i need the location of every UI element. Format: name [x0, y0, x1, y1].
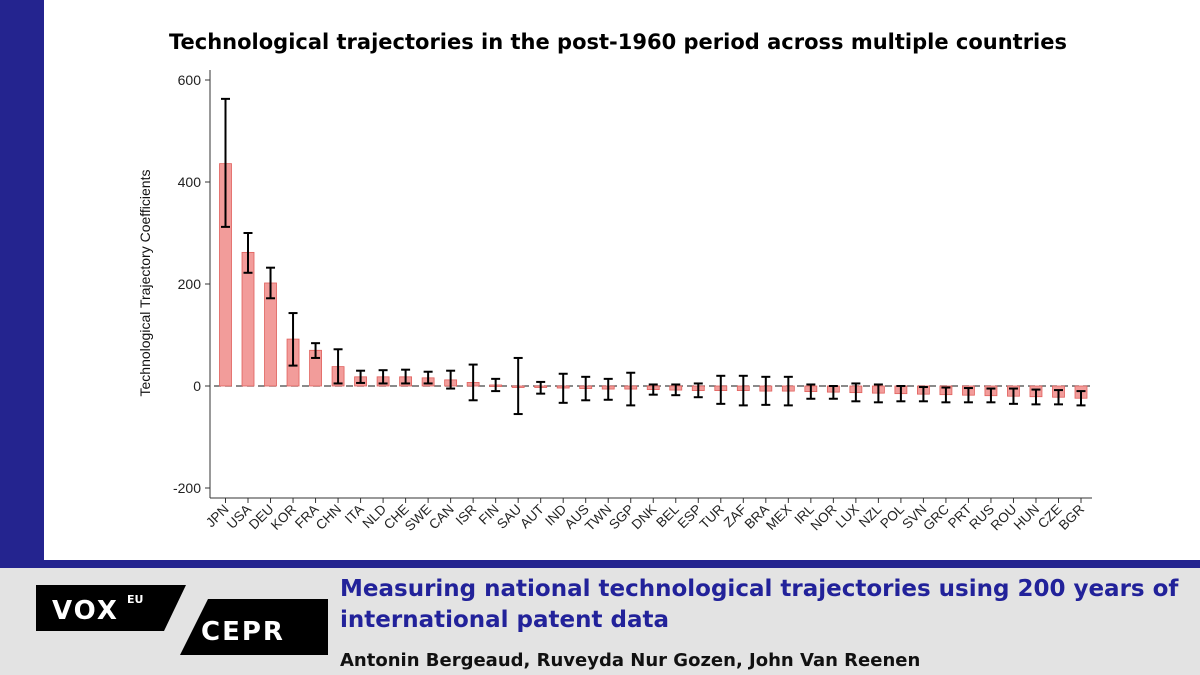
- x-tick-label-bel: BEL: [653, 501, 682, 530]
- error-bar-fin: [491, 377, 501, 393]
- error-bar-tur: [716, 374, 726, 405]
- x-tick-label-esp: ESP: [675, 502, 705, 532]
- error-bar-lux: [851, 382, 861, 403]
- error-bar-esp: [693, 382, 703, 399]
- y-tick-labels: -200 0 200 400 600: [173, 72, 210, 496]
- logo-cepr-text: CEPR: [201, 617, 285, 647]
- error-bar-sau: [513, 356, 523, 416]
- error-bar-dnk: [648, 383, 658, 396]
- x-tick-label-isr: ISR: [453, 501, 480, 528]
- error-bar-twn: [603, 377, 613, 401]
- error-bar-nor: [828, 385, 838, 400]
- y-tick-label: 0: [193, 378, 201, 394]
- y-tick-label: 400: [178, 174, 202, 190]
- error-bar-sgp: [626, 371, 636, 407]
- x-tick-label-chn: CHN: [313, 502, 344, 533]
- y-axis-label-group: Technological Trajectory Coefficients: [137, 170, 153, 397]
- error-bar-deu: [266, 266, 276, 300]
- chart-panel: [44, 0, 1200, 560]
- error-bar-irl: [806, 383, 816, 400]
- error-bar-bgr: [1076, 390, 1086, 407]
- y-axis-label: Technological Trajectory Coefficients: [137, 170, 153, 397]
- article-headline: Measuring national technological traject…: [340, 576, 1179, 633]
- error-bar-isr: [468, 363, 478, 402]
- error-bar-mex: [783, 375, 793, 407]
- error-bar-rou: [1008, 387, 1018, 405]
- error-bar-bra: [761, 375, 771, 406]
- error-bar-aus: [581, 375, 591, 402]
- y-tick-label: -200: [173, 480, 201, 496]
- axes: [209, 70, 1092, 499]
- error-bar-ind: [558, 372, 568, 404]
- error-bar-ita: [356, 369, 366, 384]
- error-bar-nld: [378, 369, 388, 385]
- logo-vox-text: VOX: [52, 596, 119, 626]
- vox-logo-block: [36, 585, 186, 631]
- error-bar-nzl: [873, 383, 883, 404]
- x-tick-label-lux: LUX: [833, 502, 862, 531]
- x-tick-label-aut: AUT: [517, 502, 547, 532]
- error-bar-svn: [918, 386, 928, 403]
- error-bar-grc: [941, 386, 951, 404]
- error-bar-can: [446, 369, 456, 390]
- logo-eu-text: EU: [127, 593, 143, 606]
- error-bar-kor: [288, 312, 298, 367]
- x-tick-labels: JPNUSADEUKORFRACHNITANLDCHESWECANISRFINS…: [203, 498, 1087, 534]
- error-bar-hun: [1031, 388, 1041, 406]
- error-bar-bel: [671, 383, 681, 397]
- error-bar-zaf: [738, 374, 748, 407]
- error-bar-cze: [1053, 389, 1063, 406]
- article-authors: Antonin Bergeaud, Ruveyda Nur Gozen, Joh…: [340, 650, 921, 671]
- error-bars: [221, 97, 1086, 416]
- error-bar-swe: [423, 370, 433, 385]
- error-bar-prt: [963, 387, 973, 404]
- error-bar-chn: [333, 348, 343, 385]
- error-bar-fra: [311, 342, 321, 359]
- y-tick-label: 200: [178, 276, 202, 292]
- error-bar-usa: [243, 232, 253, 274]
- bars: [219, 163, 1088, 399]
- chart-title: Technological trajectories in the post-1…: [168, 30, 1068, 54]
- voxeu-cepr-logo: VOX EU CEPR: [36, 585, 328, 655]
- error-bar-che: [401, 368, 411, 385]
- chart-frame: [0, 0, 1200, 568]
- bar-chart: Technological Trajectory Coefficients JP…: [137, 70, 1092, 534]
- error-bar-rus: [986, 387, 996, 404]
- error-bar-pol: [896, 385, 906, 403]
- x-tick-label-bgr: BGR: [1056, 501, 1087, 532]
- error-bar-aut: [536, 380, 546, 395]
- x-tick-label-nzl: NZL: [856, 501, 885, 530]
- error-bar-jpn: [221, 97, 230, 228]
- x-tick-label-mex: MEX: [763, 502, 794, 533]
- cepr-logo-block: [180, 599, 328, 655]
- y-tick-label: 600: [178, 72, 202, 88]
